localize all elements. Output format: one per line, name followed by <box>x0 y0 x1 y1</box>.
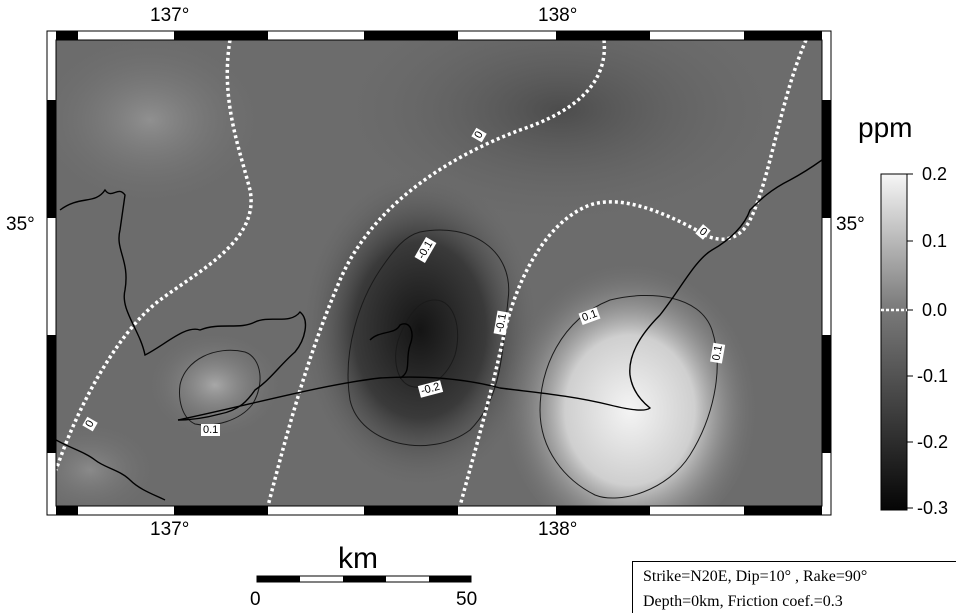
colorbar-tick-label: 0.2 <box>922 164 948 184</box>
lon-label-bottom-137: 137° <box>150 519 190 540</box>
lon-label-bottom-138: 138° <box>538 519 578 540</box>
coastline <box>56 159 822 501</box>
colorbar-tick-label: -0.1 <box>917 366 949 386</box>
contour-lines <box>179 229 718 499</box>
colorbar-tick-label: 0.1 <box>922 231 948 251</box>
scale-bar <box>256 575 472 583</box>
strain-field <box>56 40 822 506</box>
parameters-box: Strike=N20E, Dip=10° , Rake=90° Depth=0k… <box>632 561 956 613</box>
colorbar <box>880 173 913 511</box>
lat-label-left-35: 35° <box>6 214 35 235</box>
scale-bar-start: 0 <box>250 589 261 610</box>
scale-bar-end: 50 <box>456 589 478 610</box>
colorbar-tick-label: -0.3 <box>917 498 949 518</box>
parameters-line-1: Strike=N20E, Dip=10° , Rake=90° <box>643 568 868 585</box>
zero-contours <box>56 40 808 506</box>
colorbar-tick-label: 0.0 <box>922 300 948 320</box>
lon-label-top-138: 138° <box>538 5 578 26</box>
contour-label: 0.1 <box>201 424 221 436</box>
colorbar-tick-label: -0.2 <box>917 432 949 452</box>
lat-label-right-35: 35° <box>836 214 865 235</box>
parameters-line-2: Depth=0km, Friction coef.=0.3 <box>643 593 843 610</box>
lon-label-top-137: 137° <box>150 5 190 26</box>
colorbar-unit: ppm <box>858 112 913 143</box>
map-frame <box>46 30 832 516</box>
scale-bar-unit: km <box>338 542 378 575</box>
